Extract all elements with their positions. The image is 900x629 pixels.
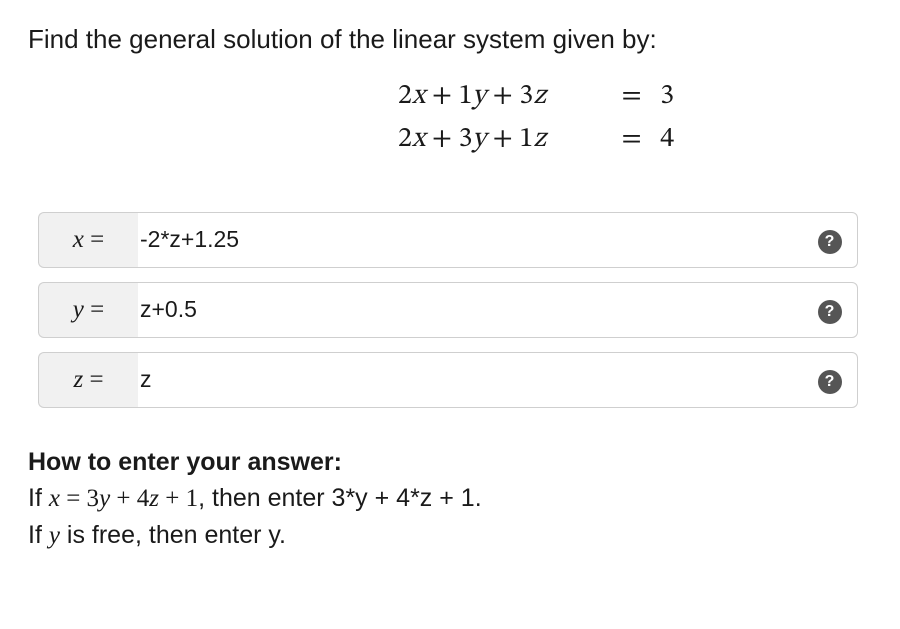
help-icon[interactable]: ?	[818, 300, 842, 324]
instructions: How to enter your answer: If x = 3y + 4z…	[28, 444, 872, 555]
answer-label-y: y =	[38, 282, 138, 338]
answer-input-y[interactable]	[138, 295, 802, 324]
answer-row-x: x = ?	[38, 212, 858, 268]
answer-label-x: x =	[38, 212, 138, 268]
help-icon[interactable]: ?	[818, 370, 842, 394]
equation-system: 2x + 1y + 3z = 3 2x + 3y + 1z = 4	[398, 75, 872, 162]
answer-row-z: z = ?	[38, 352, 858, 408]
answer-row-y: y = ?	[38, 282, 858, 338]
question-prompt: Find the general solution of the linear …	[28, 24, 872, 55]
equation-2: 2x + 3y + 1z = 4	[398, 118, 872, 161]
answer-input-x[interactable]	[138, 225, 802, 254]
instructions-line-2: If y is free, then enter y.	[28, 517, 872, 554]
instructions-heading: How to enter your answer:	[28, 444, 872, 480]
equation-1: 2x + 1y + 3z = 3	[398, 75, 872, 118]
help-icon[interactable]: ?	[818, 230, 842, 254]
instructions-line-1: If x = 3y + 4z + 1, then enter 3*y + 4*z…	[28, 480, 872, 517]
answer-input-z[interactable]	[138, 365, 802, 394]
answer-grid: x = ? y = ? z = ?	[38, 198, 858, 422]
answer-label-z: z =	[38, 352, 138, 408]
